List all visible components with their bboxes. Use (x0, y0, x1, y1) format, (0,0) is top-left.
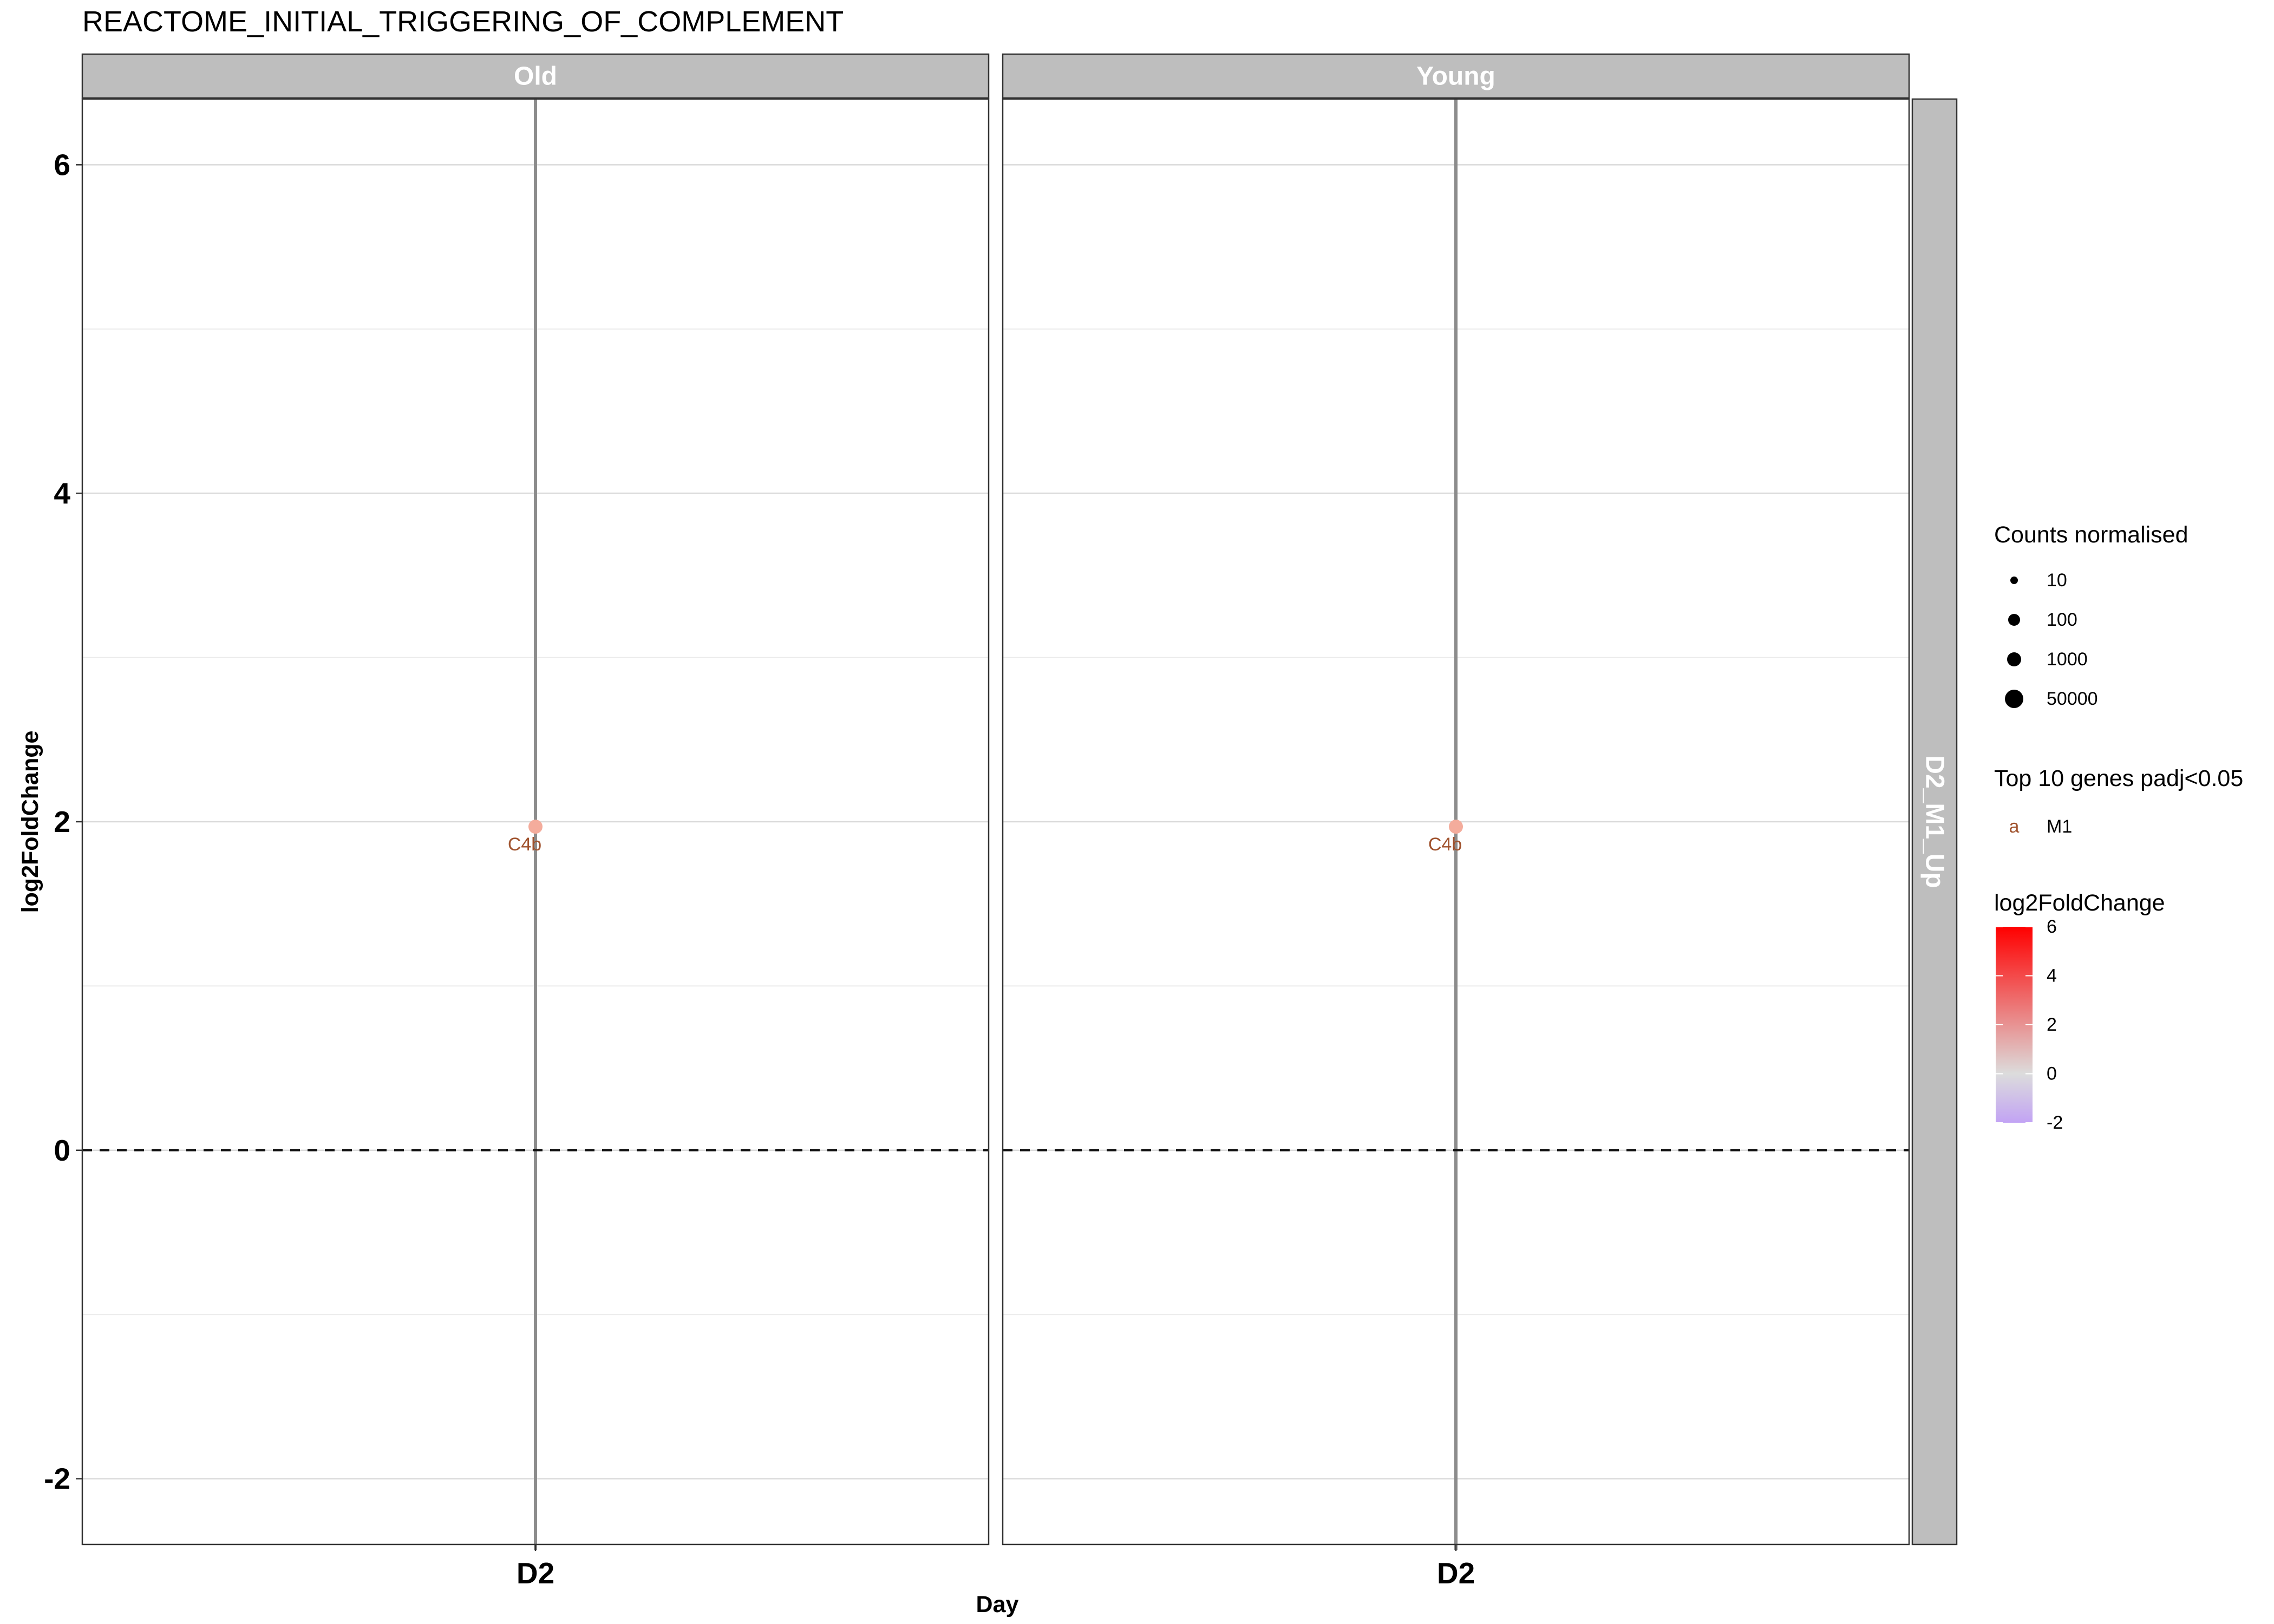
color-tick-label: 4 (2047, 966, 2057, 986)
chart-title: REACTOME_INITIAL_TRIGGERING_OF_COMPLEMEN… (82, 5, 844, 38)
size-key-label: 10 (2047, 570, 2067, 591)
color-legend-title: log2FoldChange (1994, 890, 2165, 916)
panel-old: Old C4b D2 (81, 53, 990, 1590)
row-strip-background (1911, 98, 1958, 1546)
size-key-dot (2007, 652, 2021, 666)
label-legend-key: a (2009, 816, 2020, 837)
size-key-dot (2005, 690, 2023, 708)
x-tick-label: D2 (517, 1556, 554, 1590)
size-key-label: 50000 (2047, 689, 2098, 709)
y-tick-label: -2 (44, 1462, 70, 1496)
row-facet-strip: D2_M1_Up (1911, 98, 1958, 1546)
data-point (1449, 820, 1463, 834)
strip-label: Young (1416, 62, 1495, 91)
label-legend-title: Top 10 genes padj<0.05 (1994, 765, 2243, 791)
x-tick-label: D2 (1437, 1556, 1475, 1590)
gene-label: C4b (508, 834, 541, 855)
y-tick-label: 0 (54, 1134, 70, 1167)
size-key-label: 100 (2047, 610, 2077, 630)
y-tick-label: 4 (54, 476, 70, 510)
y-axis-title: log2FoldChange (17, 731, 43, 913)
color-tick-label: 0 (2047, 1064, 2057, 1084)
gene-label: C4b (1428, 834, 1462, 855)
data-point (528, 820, 543, 834)
size-legend-keys: 10 100 1000 50000 (2005, 570, 2098, 709)
y-axis: -2 0 2 4 6 (44, 148, 82, 1496)
label-legend-entry: M1 (2047, 816, 2072, 837)
x-axis-title: Day (976, 1592, 1019, 1618)
strip-label: Old (514, 62, 557, 91)
y-tick-label: 2 (54, 805, 70, 839)
legend: Counts normalised 10 100 1000 50000 Top 10 … (1994, 522, 2243, 1133)
color-tick-label: -2 (2047, 1112, 2063, 1133)
panel-young: Young C4b D2 (1002, 53, 1910, 1590)
y-tick-label: 6 (54, 148, 70, 181)
strip-background (1002, 53, 1910, 99)
size-key-dot (2010, 577, 2018, 584)
color-legend-ticks: 6 4 2 0 -2 (1996, 916, 2063, 1133)
row-strip-label: D2_M1_Up (1920, 755, 1949, 888)
facet-panels: Old C4b D2 Young C4b D2 (81, 53, 1910, 1590)
size-key-dot (2008, 614, 2020, 626)
size-legend-title: Counts normalised (1994, 522, 2188, 548)
color-tick-label: 6 (2047, 916, 2057, 937)
color-tick-label: 2 (2047, 1014, 2057, 1035)
size-key-label: 1000 (2047, 649, 2088, 670)
strip-background (81, 53, 990, 99)
